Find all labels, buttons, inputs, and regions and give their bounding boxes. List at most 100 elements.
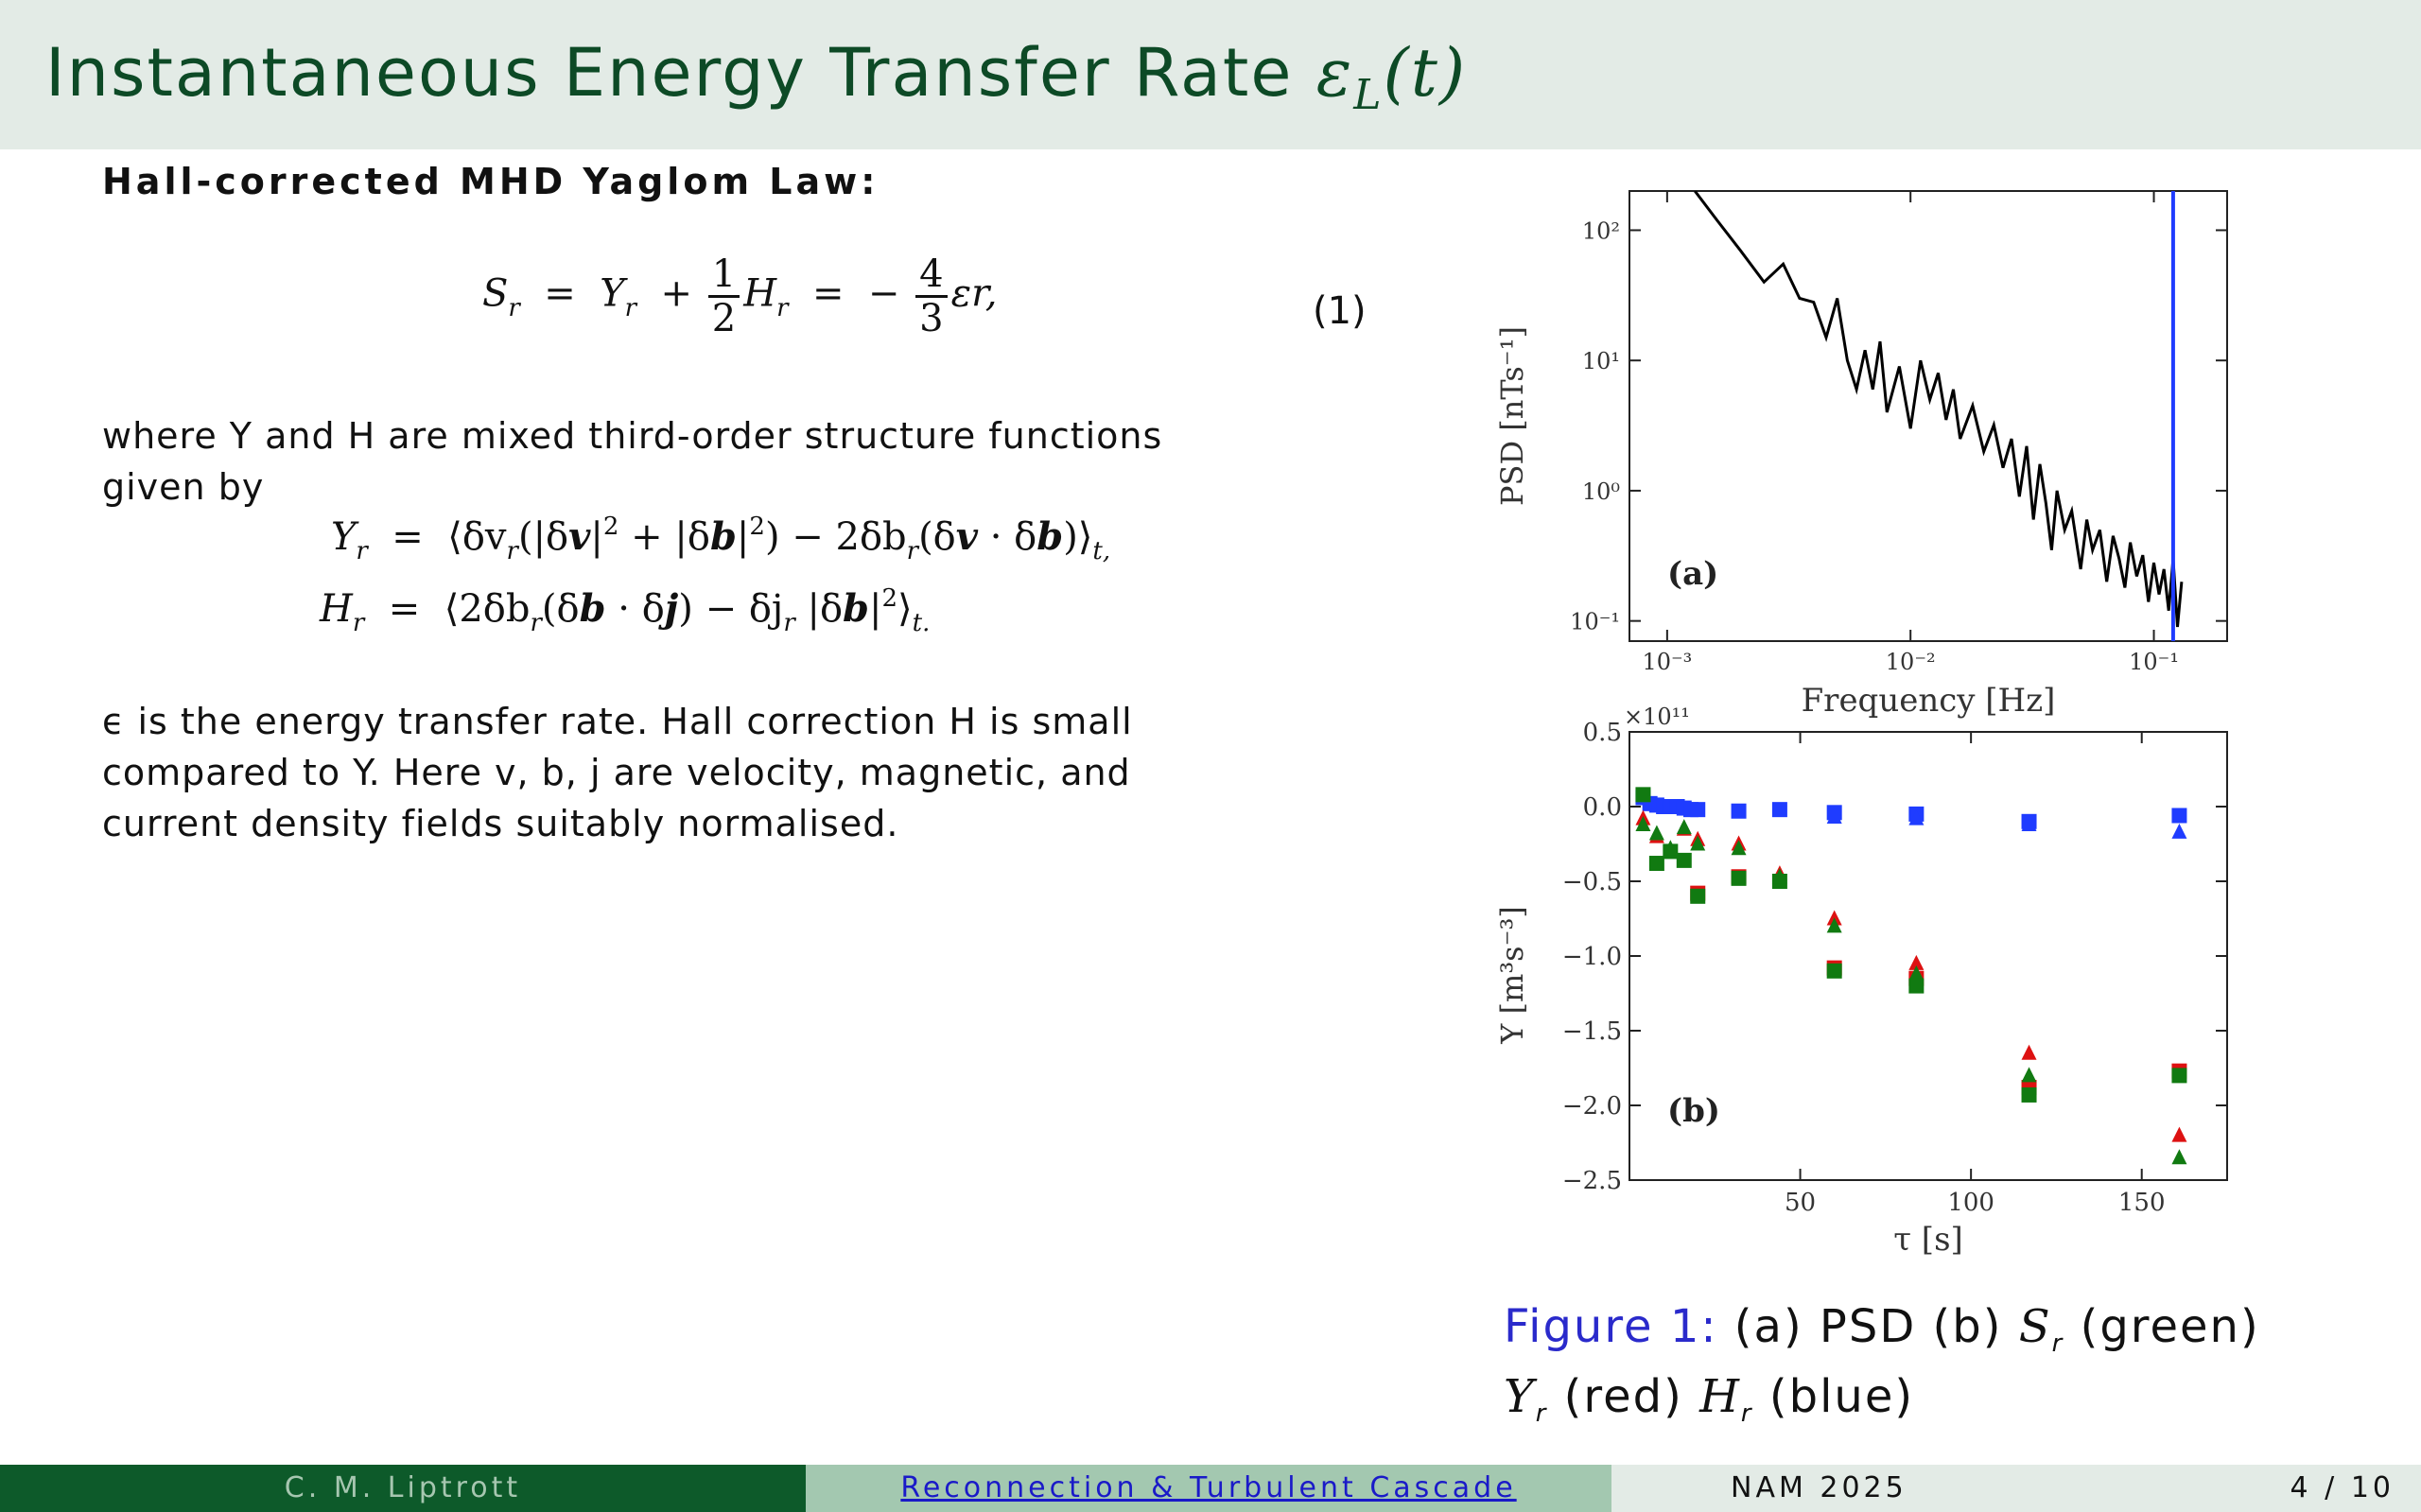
- paragraph-text: ϵ is the energy transfer rate. Hall corr…: [102, 701, 1133, 844]
- title-argument: (t): [1383, 34, 1468, 112]
- m: (δ: [541, 587, 580, 631]
- marker-triangle: [1663, 840, 1679, 856]
- panel-b-xtick-label: 50: [1785, 1189, 1816, 1217]
- section-heading: Hall-corrected MHD Yaglom Law:: [102, 161, 880, 202]
- footer-right: NAM 2025 4 / 10: [1611, 1465, 2421, 1512]
- marker-triangle: [1731, 840, 1747, 856]
- eq-sub: r: [508, 293, 520, 322]
- m: v: [955, 514, 978, 559]
- m: + |δ: [618, 515, 710, 559]
- frac-num: 1: [707, 253, 740, 298]
- panel-b-ytick-label: −1.5: [1562, 1017, 1622, 1046]
- m: (δ: [918, 515, 956, 559]
- panel-a-ytick-label: 10⁻¹: [1570, 609, 1620, 635]
- m: · δ: [605, 587, 665, 631]
- m: ) − 2δb: [764, 515, 907, 559]
- marker-square: [2171, 1068, 2187, 1084]
- m: ⟩: [897, 587, 913, 631]
- panel-b-xtick-label: 100: [1947, 1189, 1994, 1217]
- m: ) − δj: [678, 587, 784, 631]
- panel-b-ytick-label: −2.5: [1562, 1167, 1622, 1195]
- eq-sub: r: [624, 293, 637, 322]
- marker-triangle: [1690, 835, 1706, 851]
- caption-y: Y: [1504, 1370, 1536, 1423]
- m: 2: [881, 584, 898, 613]
- marker-triangle: [1826, 917, 1842, 933]
- m: v: [568, 514, 591, 559]
- footer-title-link[interactable]: Reconnection & Turbulent Cascade: [900, 1471, 1517, 1504]
- m: H: [320, 587, 353, 631]
- marker-square: [2171, 808, 2187, 824]
- panel-a-ytick-label: 10¹: [1582, 348, 1620, 374]
- panel-a-xtick-label: 10⁻²: [1886, 649, 1936, 675]
- eq-sub: r: [776, 293, 789, 322]
- marker-triangle: [2171, 1126, 2187, 1142]
- marker-triangle: [1826, 808, 1842, 825]
- m: r: [783, 609, 795, 637]
- caption-label: Figure 1:: [1504, 1300, 1718, 1353]
- panel-b-label: (b): [1667, 1092, 1720, 1130]
- marker-triangle: [1771, 868, 1787, 884]
- eq-plus: +: [660, 271, 693, 316]
- eq-equals: =: [544, 271, 576, 316]
- title-subscript: L: [1353, 71, 1384, 119]
- panel-b-ytick-label: −0.5: [1562, 868, 1622, 896]
- m: b: [1036, 514, 1064, 559]
- figure-svg: 10⁻³ 10⁻² 10⁻¹ 10⁻¹ 10⁰ 10¹ 10² (a) Frequency [H…: [1494, 190, 2228, 1259]
- marker-square: [1648, 856, 1664, 872]
- eq-minus: −: [867, 271, 900, 316]
- m: ⟨δv: [447, 515, 507, 559]
- eq-h: H: [743, 271, 777, 316]
- paragraph-text: where Y and H are mixed third-order stru…: [102, 415, 1163, 508]
- m: · δ: [978, 515, 1037, 559]
- panel-a-ytick-label: 10⁰: [1582, 478, 1620, 505]
- marker-triangle: [2171, 1149, 2187, 1165]
- m: |δ: [794, 587, 844, 631]
- m: t.: [912, 609, 931, 637]
- caption-s: S: [2018, 1300, 2052, 1353]
- caption-sub: r: [1740, 1399, 1753, 1428]
- marker-square: [1908, 978, 1925, 994]
- marker-square: [1731, 803, 1747, 819]
- panel-b-multiplier: ×10¹¹: [1624, 704, 1690, 730]
- panel-b-ytick-label: −2.0: [1562, 1092, 1622, 1121]
- panel-a-xtick-label: 10⁻³: [1642, 649, 1692, 675]
- figure-1: 10⁻³ 10⁻² 10⁻¹ 10⁻¹ 10⁰ 10¹ 10² (a) Frequency [H…: [1494, 180, 2241, 1286]
- yaglom-equation: Sr = Yr + 1 2 Hr = − 4 3 εr,: [482, 253, 1371, 367]
- marker-triangle: [2021, 1044, 2037, 1060]
- panel-a-label: (a): [1667, 555, 1718, 593]
- panel-a-ytick-label: 10²: [1582, 217, 1620, 244]
- panel-b-ytick-label: 0.0: [1583, 793, 1622, 822]
- footer-bar: C. M. Liptrott Reconnection & Turbulent …: [0, 1465, 2421, 1512]
- marker-square: [1635, 787, 1651, 803]
- m: r: [352, 609, 365, 637]
- frac-num: 4: [915, 253, 948, 298]
- m: r: [356, 537, 368, 565]
- marker-square: [1771, 802, 1787, 818]
- marker-square: [1826, 963, 1842, 979]
- caption-sub: r: [1535, 1399, 1548, 1428]
- m: b: [709, 514, 737, 559]
- panel-b-ylabel: Y [m³s⁻³]: [1494, 906, 1530, 1045]
- m: b: [843, 586, 870, 631]
- eq-tail: εr,: [950, 271, 998, 316]
- m: |: [590, 515, 603, 559]
- figure-caption: Figure 1: (a) PSD (b) Sr (green) Yr (red…: [1504, 1295, 2260, 1435]
- title-epsilon: ε: [1315, 34, 1354, 112]
- footer-conference: NAM 2025: [1731, 1471, 1907, 1504]
- m: )⟩: [1063, 515, 1093, 559]
- marker-square: [1690, 802, 1706, 818]
- footer-author: C. M. Liptrott: [0, 1465, 806, 1512]
- equation-H: Hr = ⟨2δbr(δb · δj) − δjr |δb|2⟩t.: [320, 584, 930, 637]
- marker-triangle: [1908, 809, 1925, 826]
- panel-a-ylabel: PSD [nTs⁻¹]: [1494, 326, 1530, 506]
- marker-triangle: [2171, 823, 2187, 839]
- m: t,: [1092, 537, 1111, 565]
- m: r: [506, 537, 518, 565]
- m: 2: [749, 513, 765, 541]
- m: =: [392, 515, 424, 559]
- m: Y: [331, 515, 357, 559]
- page-title: Instantaneous Energy Transfer Rate εL(t): [45, 34, 1468, 119]
